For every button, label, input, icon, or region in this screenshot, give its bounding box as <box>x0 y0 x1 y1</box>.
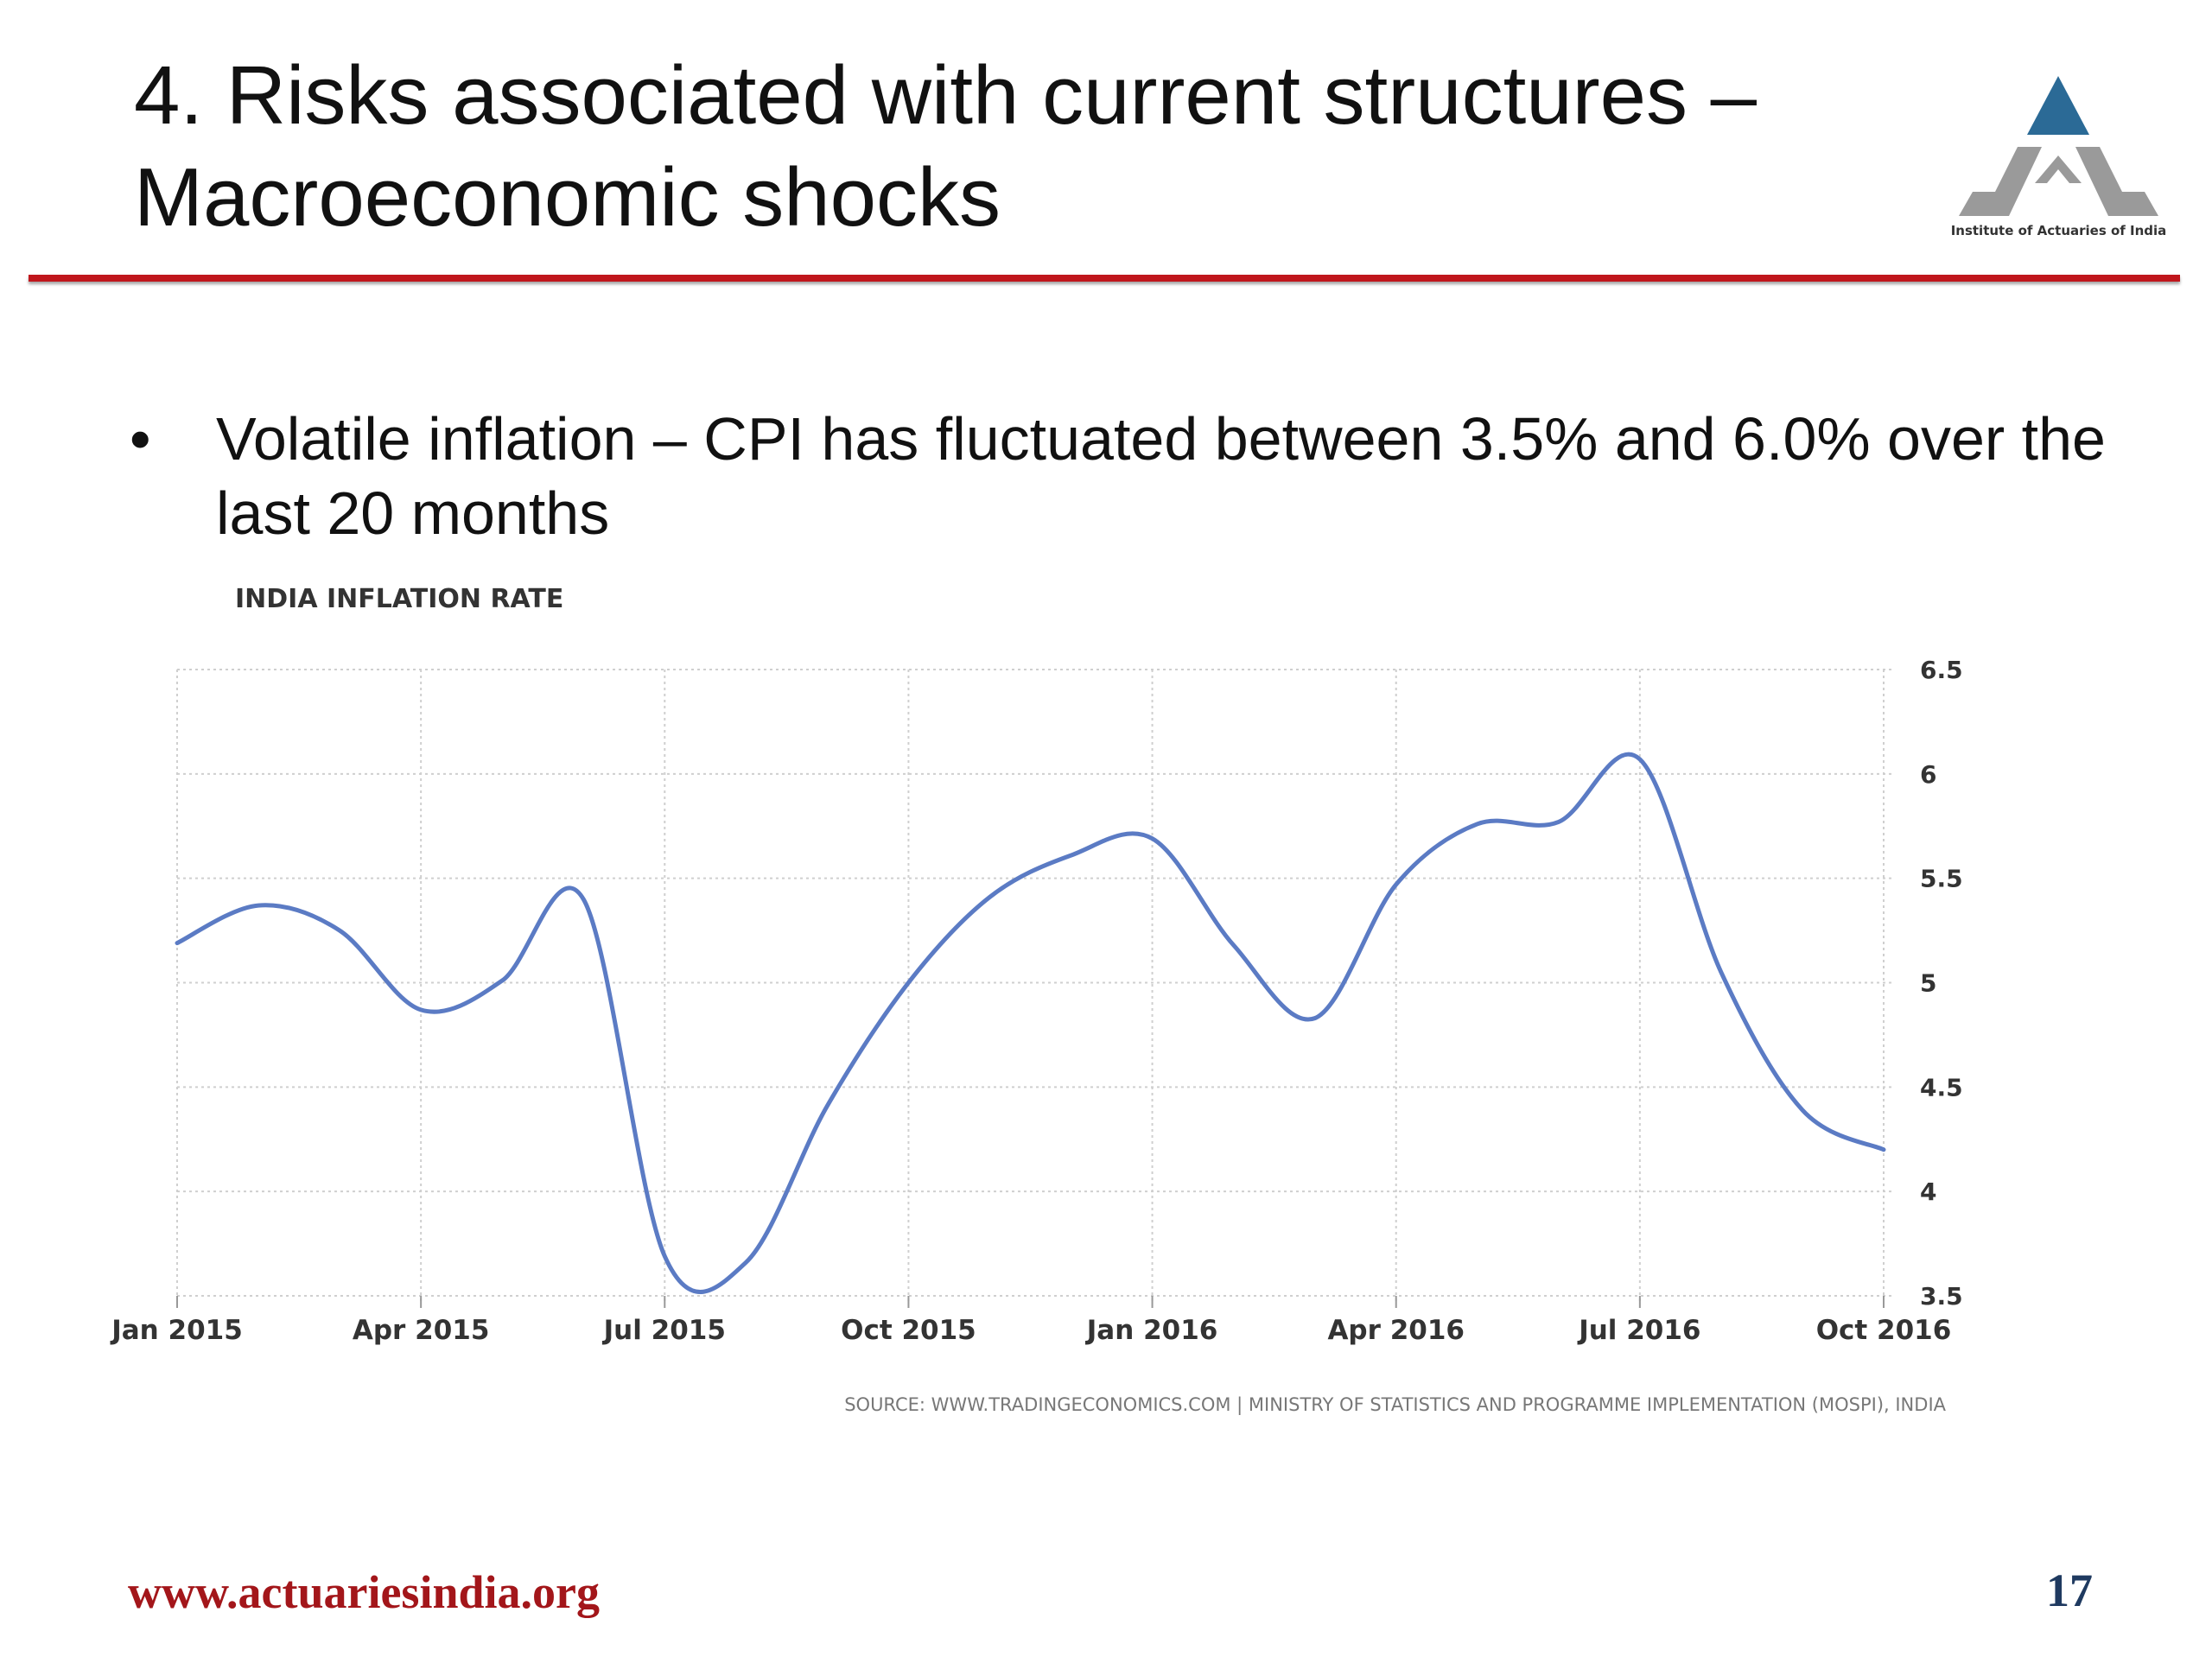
x-tick-label: Jan 2016 <box>1085 1315 1218 1346</box>
data-point <box>1475 822 1480 827</box>
slide-title-line-1: 4. Risks associated with current structu… <box>134 49 1758 142</box>
y-tick-label: 5 <box>1920 969 1936 998</box>
data-point <box>1069 853 1074 858</box>
actuaries-logo-icon <box>1959 76 2158 216</box>
data-point <box>1637 757 1643 762</box>
data-point <box>1719 969 1724 974</box>
bullet-dot: • <box>130 405 151 473</box>
slide-title: 4. Risks associated with current structu… <box>134 45 1757 249</box>
data-point <box>1150 836 1155 841</box>
data-point <box>337 928 342 933</box>
y-tick-label: 4.5 <box>1920 1073 1963 1101</box>
x-tick-label: Apr 2015 <box>353 1315 490 1346</box>
logo-caption: Institute of Actuaries of India <box>1950 223 2167 238</box>
y-tick-label: 4 <box>1920 1177 1936 1206</box>
inflation-series-line <box>175 752 1886 1294</box>
logo-top-triangle <box>2027 76 2089 135</box>
data-point <box>1800 1108 1805 1113</box>
x-tick-label: Oct 2016 <box>1816 1315 1952 1346</box>
data-point <box>743 1260 748 1265</box>
data-point <box>1394 882 1399 887</box>
data-point <box>175 941 180 946</box>
x-tick-label: Jul 2015 <box>602 1315 726 1346</box>
bullet-text: Volatile inflation – CPI has fluctuated … <box>216 405 2106 547</box>
x-tick-label: Jul 2016 <box>1577 1315 1700 1346</box>
data-point <box>988 894 993 899</box>
data-point <box>1231 943 1236 948</box>
y-tick-label: 6 <box>1920 760 1936 789</box>
logo-center-arch <box>2035 156 2082 183</box>
x-tick-label: Jan 2015 <box>110 1315 243 1346</box>
y-tick-label: 6.5 <box>1920 656 1963 684</box>
data-point <box>499 978 505 983</box>
data-point <box>662 1254 667 1259</box>
page-number: 17 <box>2046 1565 2093 1616</box>
logo-right-chevron <box>2075 147 2158 216</box>
data-point <box>1556 819 1561 824</box>
data-point <box>1313 1016 1318 1021</box>
data-point <box>256 903 261 908</box>
logo-left-chevron <box>1959 147 2042 216</box>
data-point <box>418 1007 423 1012</box>
data-point <box>581 897 586 902</box>
data-point <box>1881 1147 1886 1152</box>
chart-title: INDIA INFLATION RATE <box>235 584 563 614</box>
title-divider <box>29 275 2180 282</box>
x-tick-label: Apr 2016 <box>1327 1315 1465 1346</box>
slide-title-line-2: Macroeconomic shocks <box>134 151 1001 244</box>
footer-website-link[interactable]: www.actuariesindia.org <box>128 1566 600 1618</box>
y-tick-label: 5.5 <box>1920 865 1963 893</box>
chart-source: SOURCE: WWW.TRADINGECONOMICS.COM | MINIS… <box>844 1394 1946 1416</box>
y-tick-label: 3.5 <box>1920 1282 1963 1311</box>
data-point <box>824 1103 830 1108</box>
x-tick-label: Oct 2015 <box>841 1315 976 1346</box>
data-point <box>906 981 911 986</box>
